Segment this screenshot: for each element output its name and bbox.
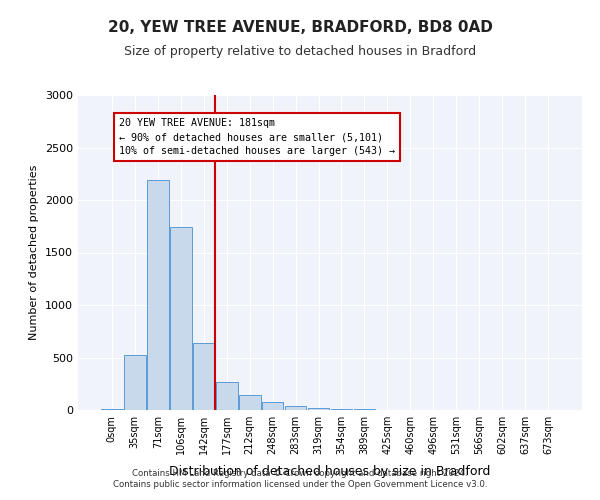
Bar xyxy=(147,180,169,410)
Bar xyxy=(193,344,215,410)
Text: Contains HM Land Registry data © Crown copyright and database right 2024.: Contains HM Land Registry data © Crown c… xyxy=(132,468,468,477)
Bar xyxy=(262,402,283,410)
Bar xyxy=(216,382,238,410)
Text: Contains public sector information licensed under the Open Government Licence v3: Contains public sector information licen… xyxy=(113,480,487,489)
Bar xyxy=(331,409,352,410)
Bar xyxy=(308,408,329,410)
Text: 20, YEW TREE AVENUE, BRADFORD, BD8 0AD: 20, YEW TREE AVENUE, BRADFORD, BD8 0AD xyxy=(107,20,493,35)
Bar xyxy=(284,406,307,410)
Bar xyxy=(239,396,260,410)
Bar xyxy=(124,355,146,410)
Text: 20 YEW TREE AVENUE: 181sqm
← 90% of detached houses are smaller (5,101)
10% of s: 20 YEW TREE AVENUE: 181sqm ← 90% of deta… xyxy=(119,118,395,156)
Bar xyxy=(170,228,191,410)
X-axis label: Distribution of detached houses by size in Bradford: Distribution of detached houses by size … xyxy=(169,466,491,478)
Y-axis label: Number of detached properties: Number of detached properties xyxy=(29,165,40,340)
Text: Size of property relative to detached houses in Bradford: Size of property relative to detached ho… xyxy=(124,45,476,58)
